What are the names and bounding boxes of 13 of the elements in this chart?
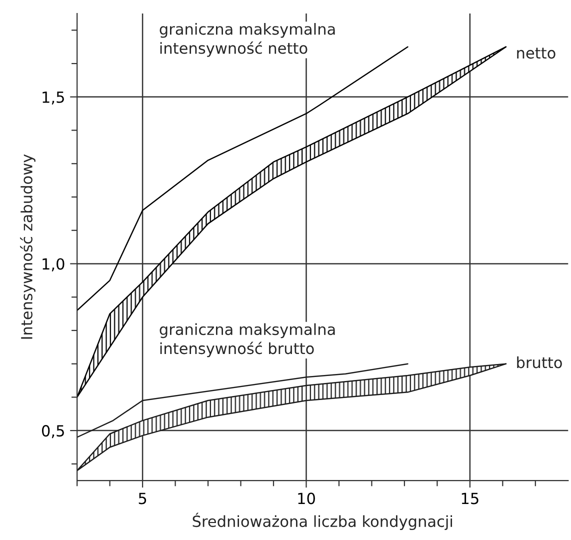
series-label: brutto — [517, 356, 562, 368]
x-tick-label: 15 — [462, 492, 478, 504]
text: graniczna maksymalna intensywność netto — [160, 23, 335, 57]
y-tick-label: 1,0 — [42, 258, 64, 272]
x-tick-label: 10 — [298, 492, 315, 504]
x-axis-title: Średnioważona liczba kondygnacji — [192, 512, 452, 530]
y-tick-label: 0,5 — [42, 425, 64, 438]
series-label: netto — [517, 48, 556, 59]
x-tick-label: 5 — [138, 492, 146, 504]
series-label: graniczna maksymalna intensywność brutto — [160, 323, 335, 358]
y-tick-label: 1,5 — [42, 92, 64, 104]
y-axis-title: Intensywność zabudowy — [20, 154, 36, 339]
line-series — [77, 363, 408, 438]
